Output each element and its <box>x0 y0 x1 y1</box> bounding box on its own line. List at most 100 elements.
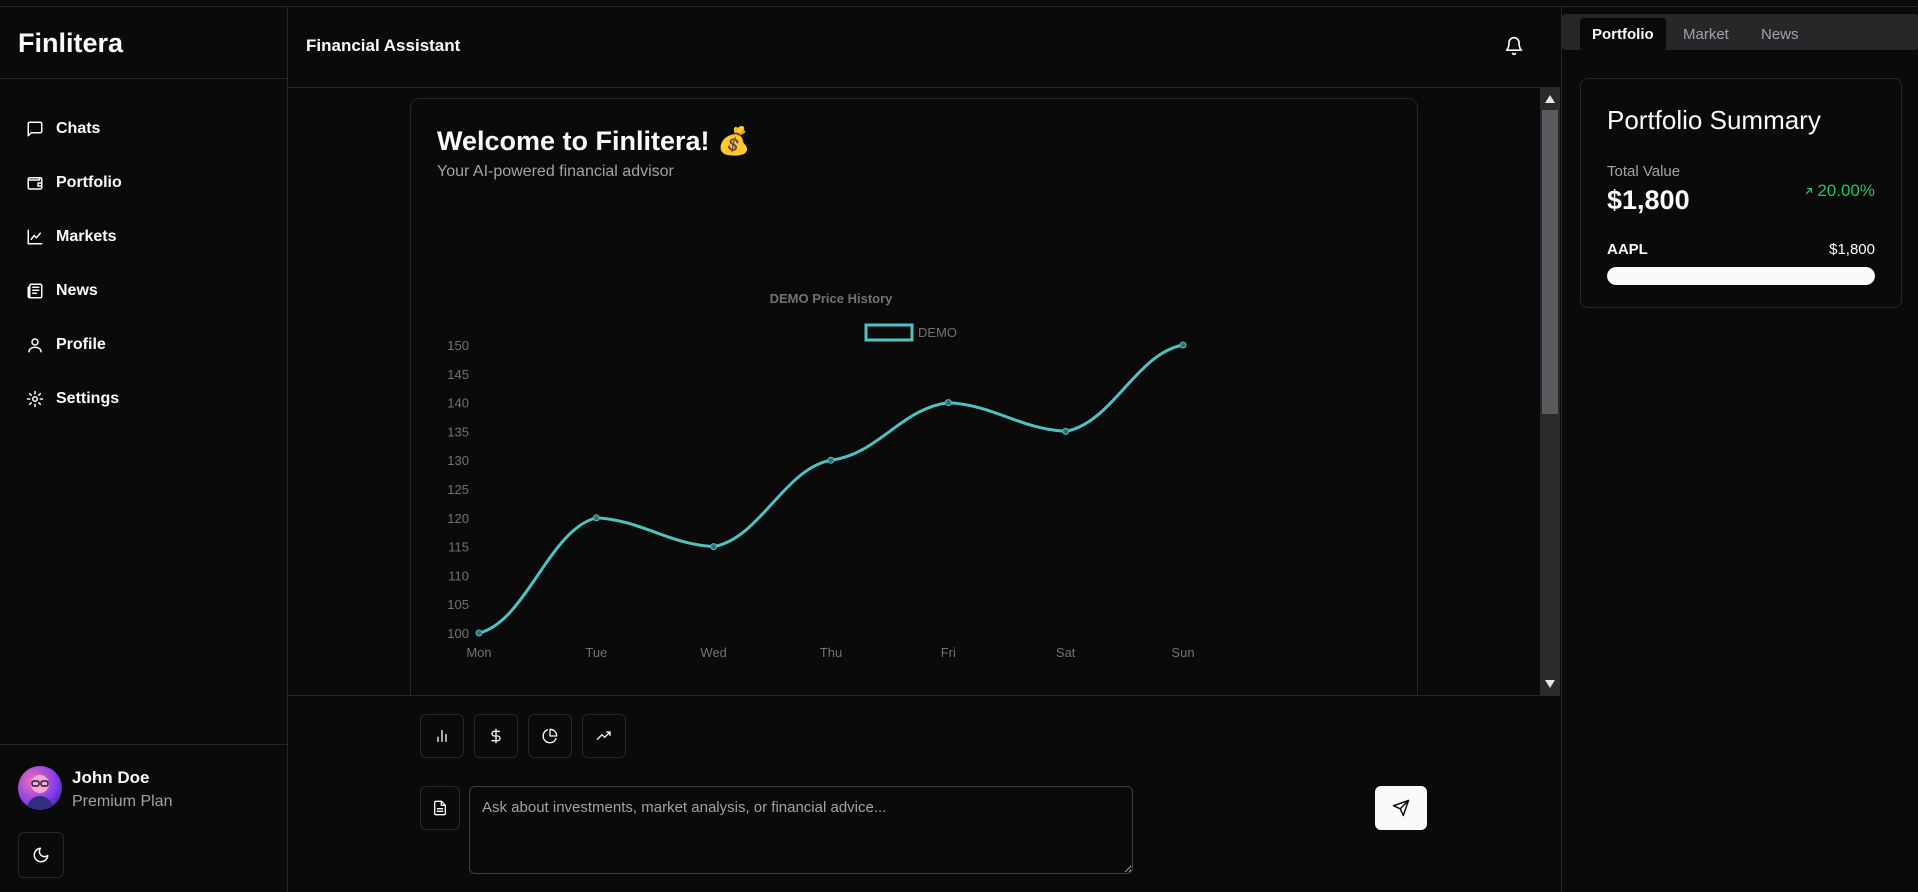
trending-up-icon <box>596 731 611 740</box>
holding-progress-bar <box>1607 267 1875 285</box>
holding-value: $1,800 <box>1829 241 1875 258</box>
x-tick-label: Sun <box>1171 645 1194 660</box>
dollar-button[interactable] <box>474 714 518 758</box>
sidebar-item-label: Portfolio <box>56 174 122 191</box>
chat-icon <box>27 121 43 137</box>
sidebar-item-settings[interactable]: Settings <box>26 372 122 426</box>
change-value: 20.00% <box>1817 181 1875 200</box>
arrow-up-right-icon <box>1806 187 1813 195</box>
summary-title: Portfolio Summary <box>1607 105 1821 135</box>
top-border <box>0 0 1918 7</box>
scroll-down-button[interactable] <box>1540 675 1560 693</box>
trending-up-button[interactable] <box>582 714 626 758</box>
chat-input[interactable] <box>469 786 1133 874</box>
attach-document-button[interactable] <box>420 786 460 830</box>
scrollbar[interactable] <box>1540 88 1560 695</box>
user-name: John Doe <box>72 768 150 787</box>
data-point <box>592 514 600 522</box>
divider <box>0 744 287 745</box>
user-icon <box>28 338 42 353</box>
y-tick-label: 140 <box>447 396 469 411</box>
series-line-demo <box>477 343 1185 635</box>
data-point <box>1179 341 1187 349</box>
y-tick-label: 115 <box>448 540 469 555</box>
sidebar-item-markets[interactable]: Markets <box>26 210 122 264</box>
legend-swatch <box>864 323 914 342</box>
chat-scroll-area[interactable]: Welcome to Finlitera! 💰 Your AI-powered … <box>288 88 1560 696</box>
sidebar-item-label: Chats <box>56 120 101 137</box>
y-tick-label: 125 <box>447 482 469 497</box>
tab-market[interactable]: Market <box>1683 26 1729 43</box>
y-tick-label: 110 <box>448 568 469 583</box>
page-title: Financial Assistant <box>306 36 461 55</box>
sidebar-item-label: News <box>56 282 98 299</box>
holding-symbol: AAPL <box>1607 241 1648 258</box>
sidebar-item-chats[interactable]: Chats <box>26 102 122 156</box>
y-tick-label: 135 <box>447 424 469 439</box>
legend-label: DEMO <box>918 325 957 340</box>
data-point <box>944 399 952 407</box>
theme-toggle-button[interactable] <box>18 832 64 878</box>
panel-tabs: Portfolio Market News <box>1562 14 1918 51</box>
sidebar-nav: Chats Portfolio Markets News Profile Set… <box>26 102 122 426</box>
chart-title: DEMO Price History <box>770 291 894 306</box>
sidebar-item-profile[interactable]: Profile <box>26 318 122 372</box>
header: Financial Assistant <box>288 6 1560 88</box>
change-indicator: 20.00% <box>1803 181 1875 201</box>
price-history-chart: DEMO Price History DEMO 100 105 110 115 120 125… <box>447 291 1194 660</box>
scroll-thumb[interactable] <box>1542 110 1558 414</box>
right-panel: Portfolio Market News Portfolio Summary … <box>1561 6 1918 892</box>
sidebar-item-news[interactable]: News <box>26 264 122 318</box>
x-tick-label: Wed <box>700 645 727 660</box>
divider <box>0 78 287 79</box>
sidebar-item-portfolio[interactable]: Portfolio <box>26 156 122 210</box>
triangle-down-icon <box>1545 680 1555 688</box>
y-tick-label: 145 <box>447 367 469 382</box>
data-point <box>1062 427 1070 435</box>
send-icon <box>1392 799 1410 817</box>
bar-chart-icon <box>437 730 447 742</box>
bar-chart-button[interactable] <box>420 714 464 758</box>
dollar-icon <box>491 728 501 744</box>
sidebar-item-label: Settings <box>56 390 120 407</box>
y-tick-label: 105 <box>447 597 469 612</box>
brand-logo[interactable]: Finlitera <box>18 28 124 58</box>
welcome-card: Welcome to Finlitera! 💰 Your AI-powered … <box>410 98 1418 695</box>
tab-news[interactable]: News <box>1761 26 1799 43</box>
avatar-image <box>26 775 54 810</box>
document-icon <box>434 800 446 816</box>
x-tick-label: Fri <box>941 645 956 660</box>
newspaper-icon <box>27 283 43 299</box>
portfolio-summary-card: Portfolio Summary Total Value $1,800 20.… <box>1580 78 1902 308</box>
user-plan: Premium Plan <box>72 793 173 810</box>
chart-line-icon <box>27 229 43 245</box>
pie-chart-icon <box>542 728 558 744</box>
holding-progress-fill <box>1607 267 1875 285</box>
welcome-title: Welcome to Finlitera! 💰 <box>437 126 751 156</box>
scroll-up-button[interactable] <box>1540 90 1560 108</box>
data-point <box>710 543 718 551</box>
x-tick-label: Tue <box>585 645 607 660</box>
total-value: $1,800 <box>1607 185 1690 215</box>
sidebar: Finlitera Chats Portfolio Markets News P… <box>0 6 288 892</box>
tab-portfolio[interactable]: Portfolio <box>1580 18 1666 51</box>
x-tick-label: Mon <box>466 645 491 660</box>
wallet-icon <box>27 177 43 190</box>
y-tick-label: 150 <box>447 338 469 353</box>
total-value-label: Total Value <box>1607 163 1681 180</box>
x-tick-label: Thu <box>820 645 842 660</box>
y-tick-label: 130 <box>447 453 469 468</box>
y-tick-label: 120 <box>447 511 469 526</box>
gear-icon <box>26 390 44 408</box>
bell-icon[interactable] <box>1504 36 1524 56</box>
send-button[interactable] <box>1375 786 1427 830</box>
welcome-subtitle: Your AI-powered financial advisor <box>437 163 674 180</box>
pie-chart-button[interactable] <box>528 714 572 758</box>
x-tick-label: Sat <box>1056 645 1076 660</box>
y-tick-label: 100 <box>447 626 469 641</box>
sidebar-item-label: Markets <box>56 228 117 245</box>
avatar[interactable] <box>18 766 62 810</box>
data-point <box>475 629 483 637</box>
moon-icon <box>33 847 49 863</box>
triangle-up-icon <box>1545 95 1555 103</box>
